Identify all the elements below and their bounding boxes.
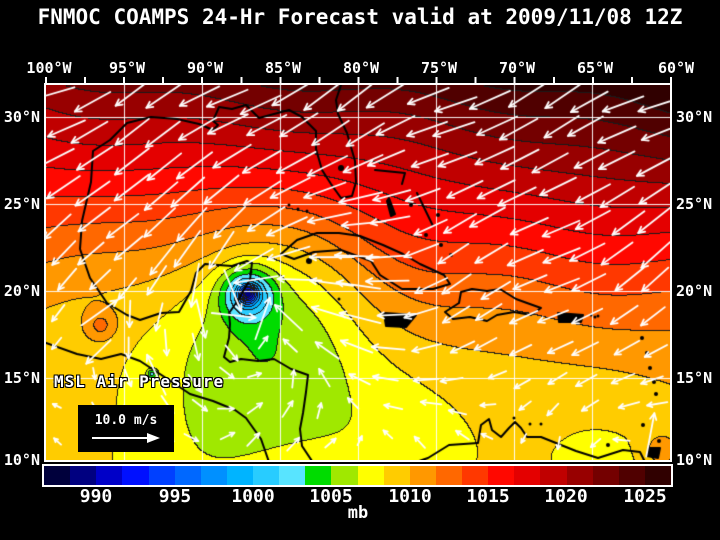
lon-label: 80°W bbox=[342, 59, 380, 77]
lon-label: 95°W bbox=[108, 59, 146, 77]
colorbar-tick: 995 bbox=[158, 486, 192, 507]
lon-label: 75°W bbox=[420, 59, 458, 77]
lat-label-left: 20°N bbox=[3, 282, 40, 300]
colorbar-segment bbox=[383, 466, 410, 485]
colorbar-segment bbox=[174, 466, 201, 485]
lat-label-right: 30°N bbox=[676, 108, 713, 126]
colorbar-segment bbox=[96, 466, 123, 485]
colorbar-segment bbox=[644, 466, 671, 485]
lon-label: 90°W bbox=[186, 59, 224, 77]
colorbar bbox=[42, 464, 673, 487]
colorbar-tick: 1025 bbox=[623, 486, 667, 507]
colorbar-segment bbox=[148, 466, 175, 485]
colorbar-segment bbox=[409, 466, 436, 485]
colorbar-segment bbox=[566, 466, 593, 485]
colorbar-segment bbox=[462, 466, 489, 485]
colorbar-segment bbox=[540, 466, 567, 485]
wind-reference-arrow-icon bbox=[92, 433, 160, 443]
colorbar-segment bbox=[331, 466, 358, 485]
lat-label-right: 25°N bbox=[676, 195, 713, 213]
colorbar-tick: 1005 bbox=[309, 486, 353, 507]
wind-speed-label: 10.0 m/s bbox=[94, 413, 158, 428]
pressure-map-canvas bbox=[46, 85, 670, 460]
colorbar-tick: 990 bbox=[79, 486, 113, 507]
lon-label: 70°W bbox=[498, 59, 536, 77]
lat-label-right: 15°N bbox=[676, 369, 713, 387]
lon-label: 85°W bbox=[264, 59, 302, 77]
colorbar-segment bbox=[305, 466, 332, 485]
top-axis-ticks bbox=[45, 77, 672, 84]
colorbar-segment bbox=[122, 466, 149, 485]
colorbar-segment bbox=[44, 466, 71, 485]
lon-label: 60°W bbox=[657, 59, 695, 77]
colorbar-tick: 1015 bbox=[466, 486, 510, 507]
lon-label: 100°W bbox=[26, 59, 72, 77]
map-border bbox=[44, 83, 672, 462]
colorbar-segment bbox=[200, 466, 227, 485]
lat-label-right: 10°N bbox=[676, 451, 713, 469]
colorbar-tick: 1000 bbox=[231, 486, 275, 507]
lon-label: 65°W bbox=[576, 59, 614, 77]
colorbar-segment bbox=[592, 466, 619, 485]
lat-label-left: 30°N bbox=[3, 108, 40, 126]
colorbar-tick: 1020 bbox=[544, 486, 588, 507]
lat-label-left: 15°N bbox=[3, 369, 40, 387]
colorbar-tick: 1010 bbox=[388, 486, 432, 507]
colorbar-segment bbox=[618, 466, 645, 485]
colorbar-segment bbox=[279, 466, 306, 485]
lat-label-left: 25°N bbox=[3, 195, 40, 213]
colorbar-segment bbox=[70, 466, 97, 485]
colorbar-segment bbox=[253, 466, 280, 485]
colorbar-segment bbox=[514, 466, 541, 485]
colorbar-segment bbox=[435, 466, 462, 485]
lat-label-left: 10°N bbox=[3, 451, 40, 469]
colorbar-segment bbox=[357, 466, 384, 485]
page-title: FNMOC COAMPS 24-Hr Forecast valid at 200… bbox=[37, 5, 683, 29]
lat-label-right: 20°N bbox=[676, 282, 713, 300]
wind-legend-box: 10.0 m/s bbox=[78, 405, 174, 452]
colorbar-segment bbox=[226, 466, 253, 485]
field-label: MSL Air Pressure bbox=[54, 372, 225, 391]
colorbar-unit: mb bbox=[347, 503, 369, 523]
colorbar-segment bbox=[488, 466, 515, 485]
